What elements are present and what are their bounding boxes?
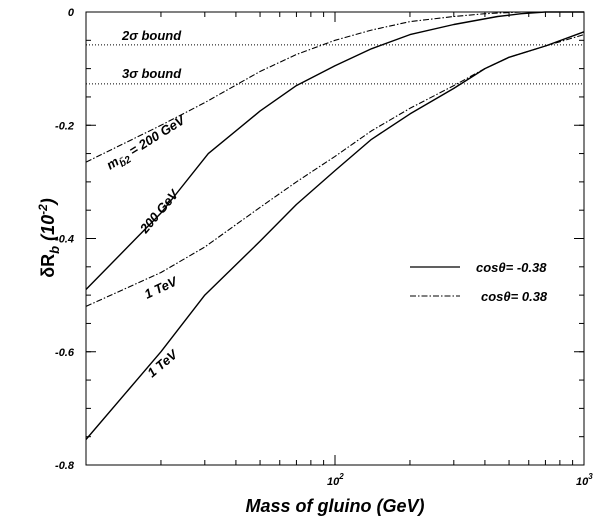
series-line-0 bbox=[85, 11, 584, 290]
y-tick-label: -0.2 bbox=[55, 120, 74, 132]
curve-label-1tev-lower: 1 TeV bbox=[144, 346, 181, 380]
legend-label-dashdot: cosθ= 0.38 bbox=[481, 289, 548, 304]
y-axis-title: δRb (10-2) bbox=[36, 198, 62, 278]
series-line-1 bbox=[85, 11, 584, 163]
bound-label-2sigma: 2σ bound bbox=[121, 28, 182, 43]
legend-label-solid: cosθ= -0.38 bbox=[476, 260, 547, 275]
series-line-2 bbox=[85, 31, 585, 440]
y-tick-label: -0.6 bbox=[55, 347, 75, 359]
series-line-3 bbox=[85, 34, 585, 307]
y-tick-label: -0.8 bbox=[55, 460, 75, 472]
y-tick-label: -0.4 bbox=[55, 234, 74, 246]
bound-label-3sigma: 3σ bound bbox=[122, 66, 182, 81]
x-tick-label: 102 bbox=[327, 472, 344, 488]
curve-label-200gev: 200 GeV bbox=[136, 186, 182, 237]
x-tick-label: 103 bbox=[576, 472, 593, 488]
y-tick-label: 0 bbox=[68, 7, 75, 19]
curve-label-mb2-200gev: mb̃2 = 200 GeV bbox=[104, 112, 191, 176]
legend: cosθ= -0.38 cosθ= 0.38 bbox=[410, 260, 548, 304]
x-axis-title: Mass of gluino (GeV) bbox=[245, 496, 424, 516]
curve-label-1tev-upper: 1 TeV bbox=[142, 273, 181, 302]
